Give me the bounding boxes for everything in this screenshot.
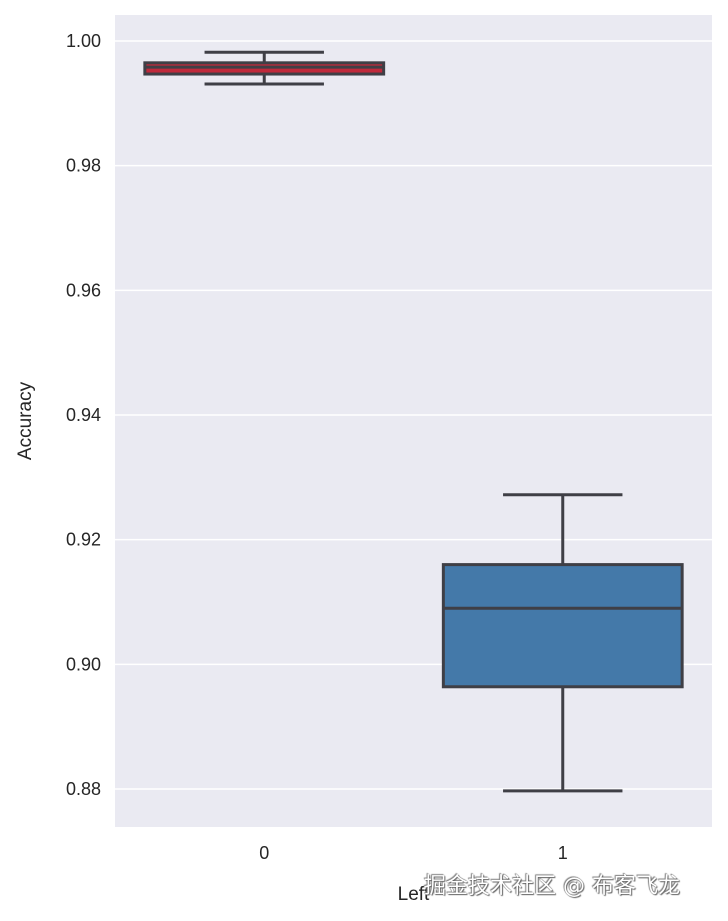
x-tick-label: 1 — [558, 843, 568, 863]
y-tick-label: 0.92 — [66, 530, 101, 550]
watermark: 掘金技术社区 @ 布客飞龙 — [424, 874, 680, 899]
y-tick-label: 0.98 — [66, 156, 101, 176]
y-axis-label: Accuracy — [15, 381, 36, 460]
plot-area — [115, 15, 712, 827]
y-tick-label: 0.94 — [66, 405, 101, 425]
x-tick-label: 0 — [259, 843, 269, 863]
y-tick-label: 0.90 — [66, 654, 101, 674]
y-tick-label: 0.88 — [66, 779, 101, 799]
y-tick-label: 1.00 — [66, 31, 101, 51]
x-axis-label: Left — [398, 884, 430, 905]
y-tick-label: 0.96 — [66, 280, 101, 300]
box-1 — [441, 493, 684, 793]
box-0 — [143, 50, 386, 86]
